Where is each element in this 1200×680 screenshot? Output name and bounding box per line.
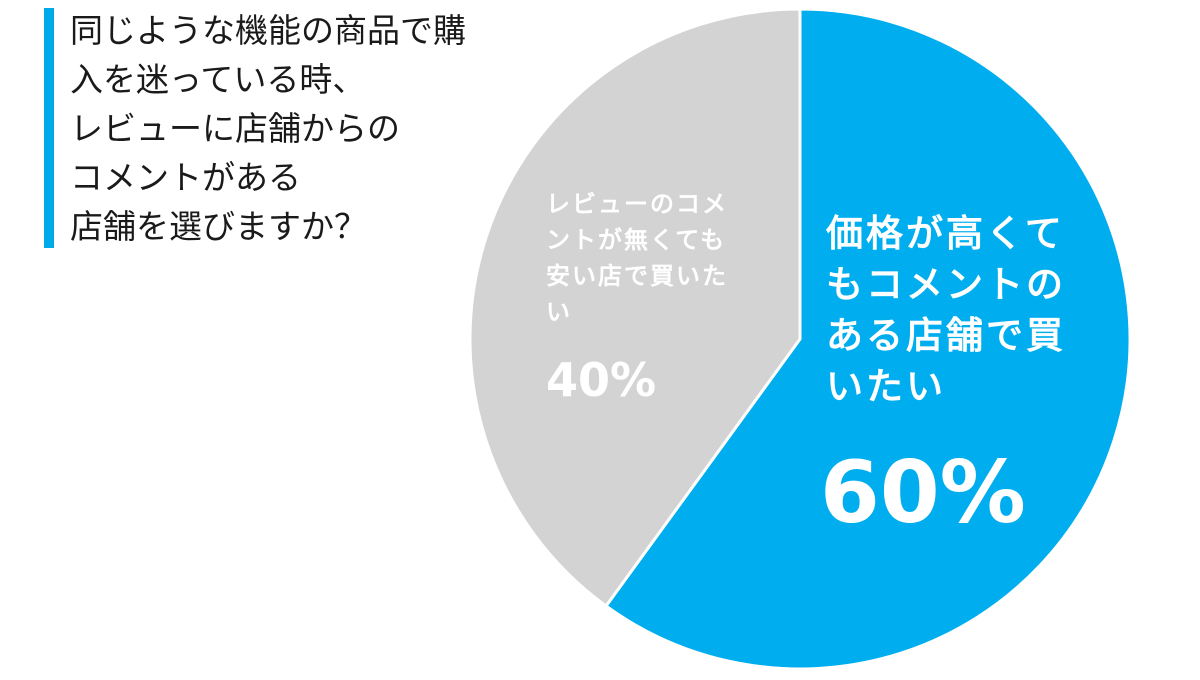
- slice-label-line: いたい: [826, 365, 946, 408]
- question-title: 同じような機能の商品で購 入を迷っている時、 レビューに店舗からの コメントがあ…: [70, 6, 530, 251]
- slice-label-line: 価格が高くて: [825, 212, 1065, 255]
- slice-label-group-gray: レビューのコメ ントが無くても 安い店で買いた い 40%: [546, 190, 728, 407]
- question-line: 店舗を選びますか？: [70, 207, 367, 246]
- slice-label-line: レビューのコメ: [546, 190, 728, 218]
- slice-value-label: 60%: [820, 443, 1026, 543]
- pie-slices: [468, 7, 1132, 671]
- question-line: 入を迷っている時、: [70, 60, 366, 99]
- slice-label-line: 安い店で買いた: [546, 262, 728, 290]
- slice-label-line: ントが無くても: [546, 226, 726, 254]
- pie-slice-blue: [604, 7, 1132, 671]
- question-line: コメントがある: [70, 158, 301, 197]
- slice-label-group-blue: 価格が高くて もコメントの ある店舗で買 いたい 60%: [820, 212, 1066, 543]
- pie-slice-gray: [468, 7, 802, 608]
- slice-label-line: い: [546, 298, 572, 326]
- question-line: 同じような機能の商品で購: [70, 11, 466, 50]
- slice-value-label: 40%: [546, 353, 656, 407]
- slice-label-line: ある店舗で買: [826, 314, 1066, 357]
- question-line: レビューに店舗からの: [70, 109, 400, 148]
- slice-label-line: もコメントの: [826, 263, 1066, 306]
- question-accent-bar: [44, 8, 54, 248]
